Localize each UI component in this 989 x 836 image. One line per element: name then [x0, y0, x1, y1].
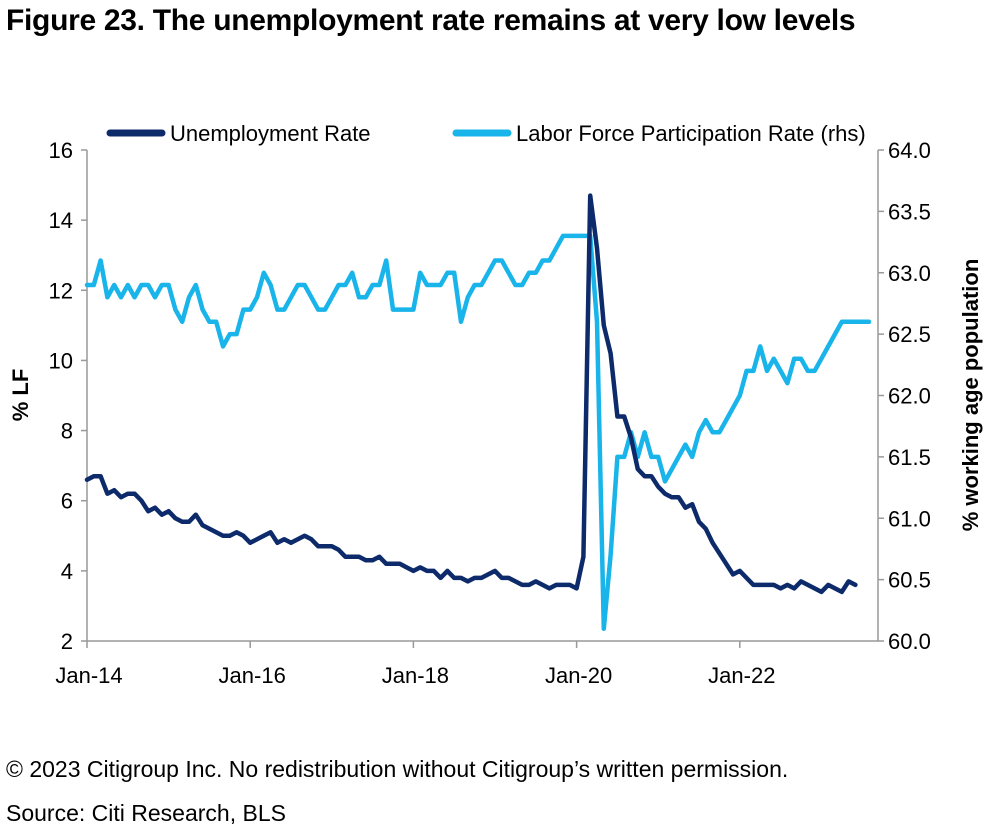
y-axis-right-title: % working age population	[958, 259, 983, 532]
y-left-tick-label: 16	[49, 138, 73, 163]
y-axis-left-title: % LF	[8, 369, 33, 422]
x-tick-label: Jan-16	[219, 663, 286, 688]
source-note: Source: Citi Research, BLS	[6, 800, 286, 826]
copyright-notice: © 2023 Citigroup Inc. No redistribution …	[6, 756, 789, 782]
x-tick-label: Jan-22	[708, 663, 775, 688]
series-participation-rate-line	[84, 233, 872, 631]
series-unemployment-rate-line	[84, 193, 858, 595]
y-right-tick-label: 61.0	[888, 506, 931, 531]
y-left-tick-label: 12	[49, 278, 73, 303]
y-left-tick-label: 2	[61, 629, 73, 654]
legend-label: Labor Force Participation Rate (rhs)	[516, 121, 866, 146]
y-right-tick-label: 60.5	[888, 568, 931, 593]
y-left-tick-label: 10	[49, 348, 73, 373]
legend-label: Unemployment Rate	[170, 121, 371, 146]
y-left-tick-label: 6	[61, 489, 73, 514]
x-tick-label: Jan-20	[545, 663, 612, 688]
y-left-tick-label: 4	[61, 559, 73, 584]
y-right-tick-label: 64.0	[888, 138, 931, 163]
y-left-tick-label: 14	[49, 208, 73, 233]
y-right-tick-label: 60.0	[888, 629, 931, 654]
chart-axes: 2 4 6 8 10 12 14 16 60.0 60.5 61.0 61.5 62.0 62.5 63.0…	[49, 138, 931, 688]
y-right-tick-label: 62.5	[888, 322, 931, 347]
y-right-tick-label: 62.0	[888, 384, 931, 409]
y-right-tick-label: 61.5	[888, 445, 931, 470]
y-left-tick-label: 8	[61, 419, 73, 444]
line-chart: 2 4 6 8 10 12 14 16 60.0 60.5 61.0 61.5 62.0 62.5 63.0…	[8, 121, 983, 688]
figure-title: Figure 23. The unemployment rate remains…	[6, 4, 856, 37]
chart-legend: Unemployment Rate Labor Force Participati…	[106, 121, 866, 146]
y-right-tick-label: 63.0	[888, 261, 931, 286]
y-right-tick-label: 63.5	[888, 199, 931, 224]
chart-series	[84, 193, 872, 631]
x-tick-label: Jan-18	[382, 663, 449, 688]
x-tick-label: Jan-14	[55, 663, 122, 688]
